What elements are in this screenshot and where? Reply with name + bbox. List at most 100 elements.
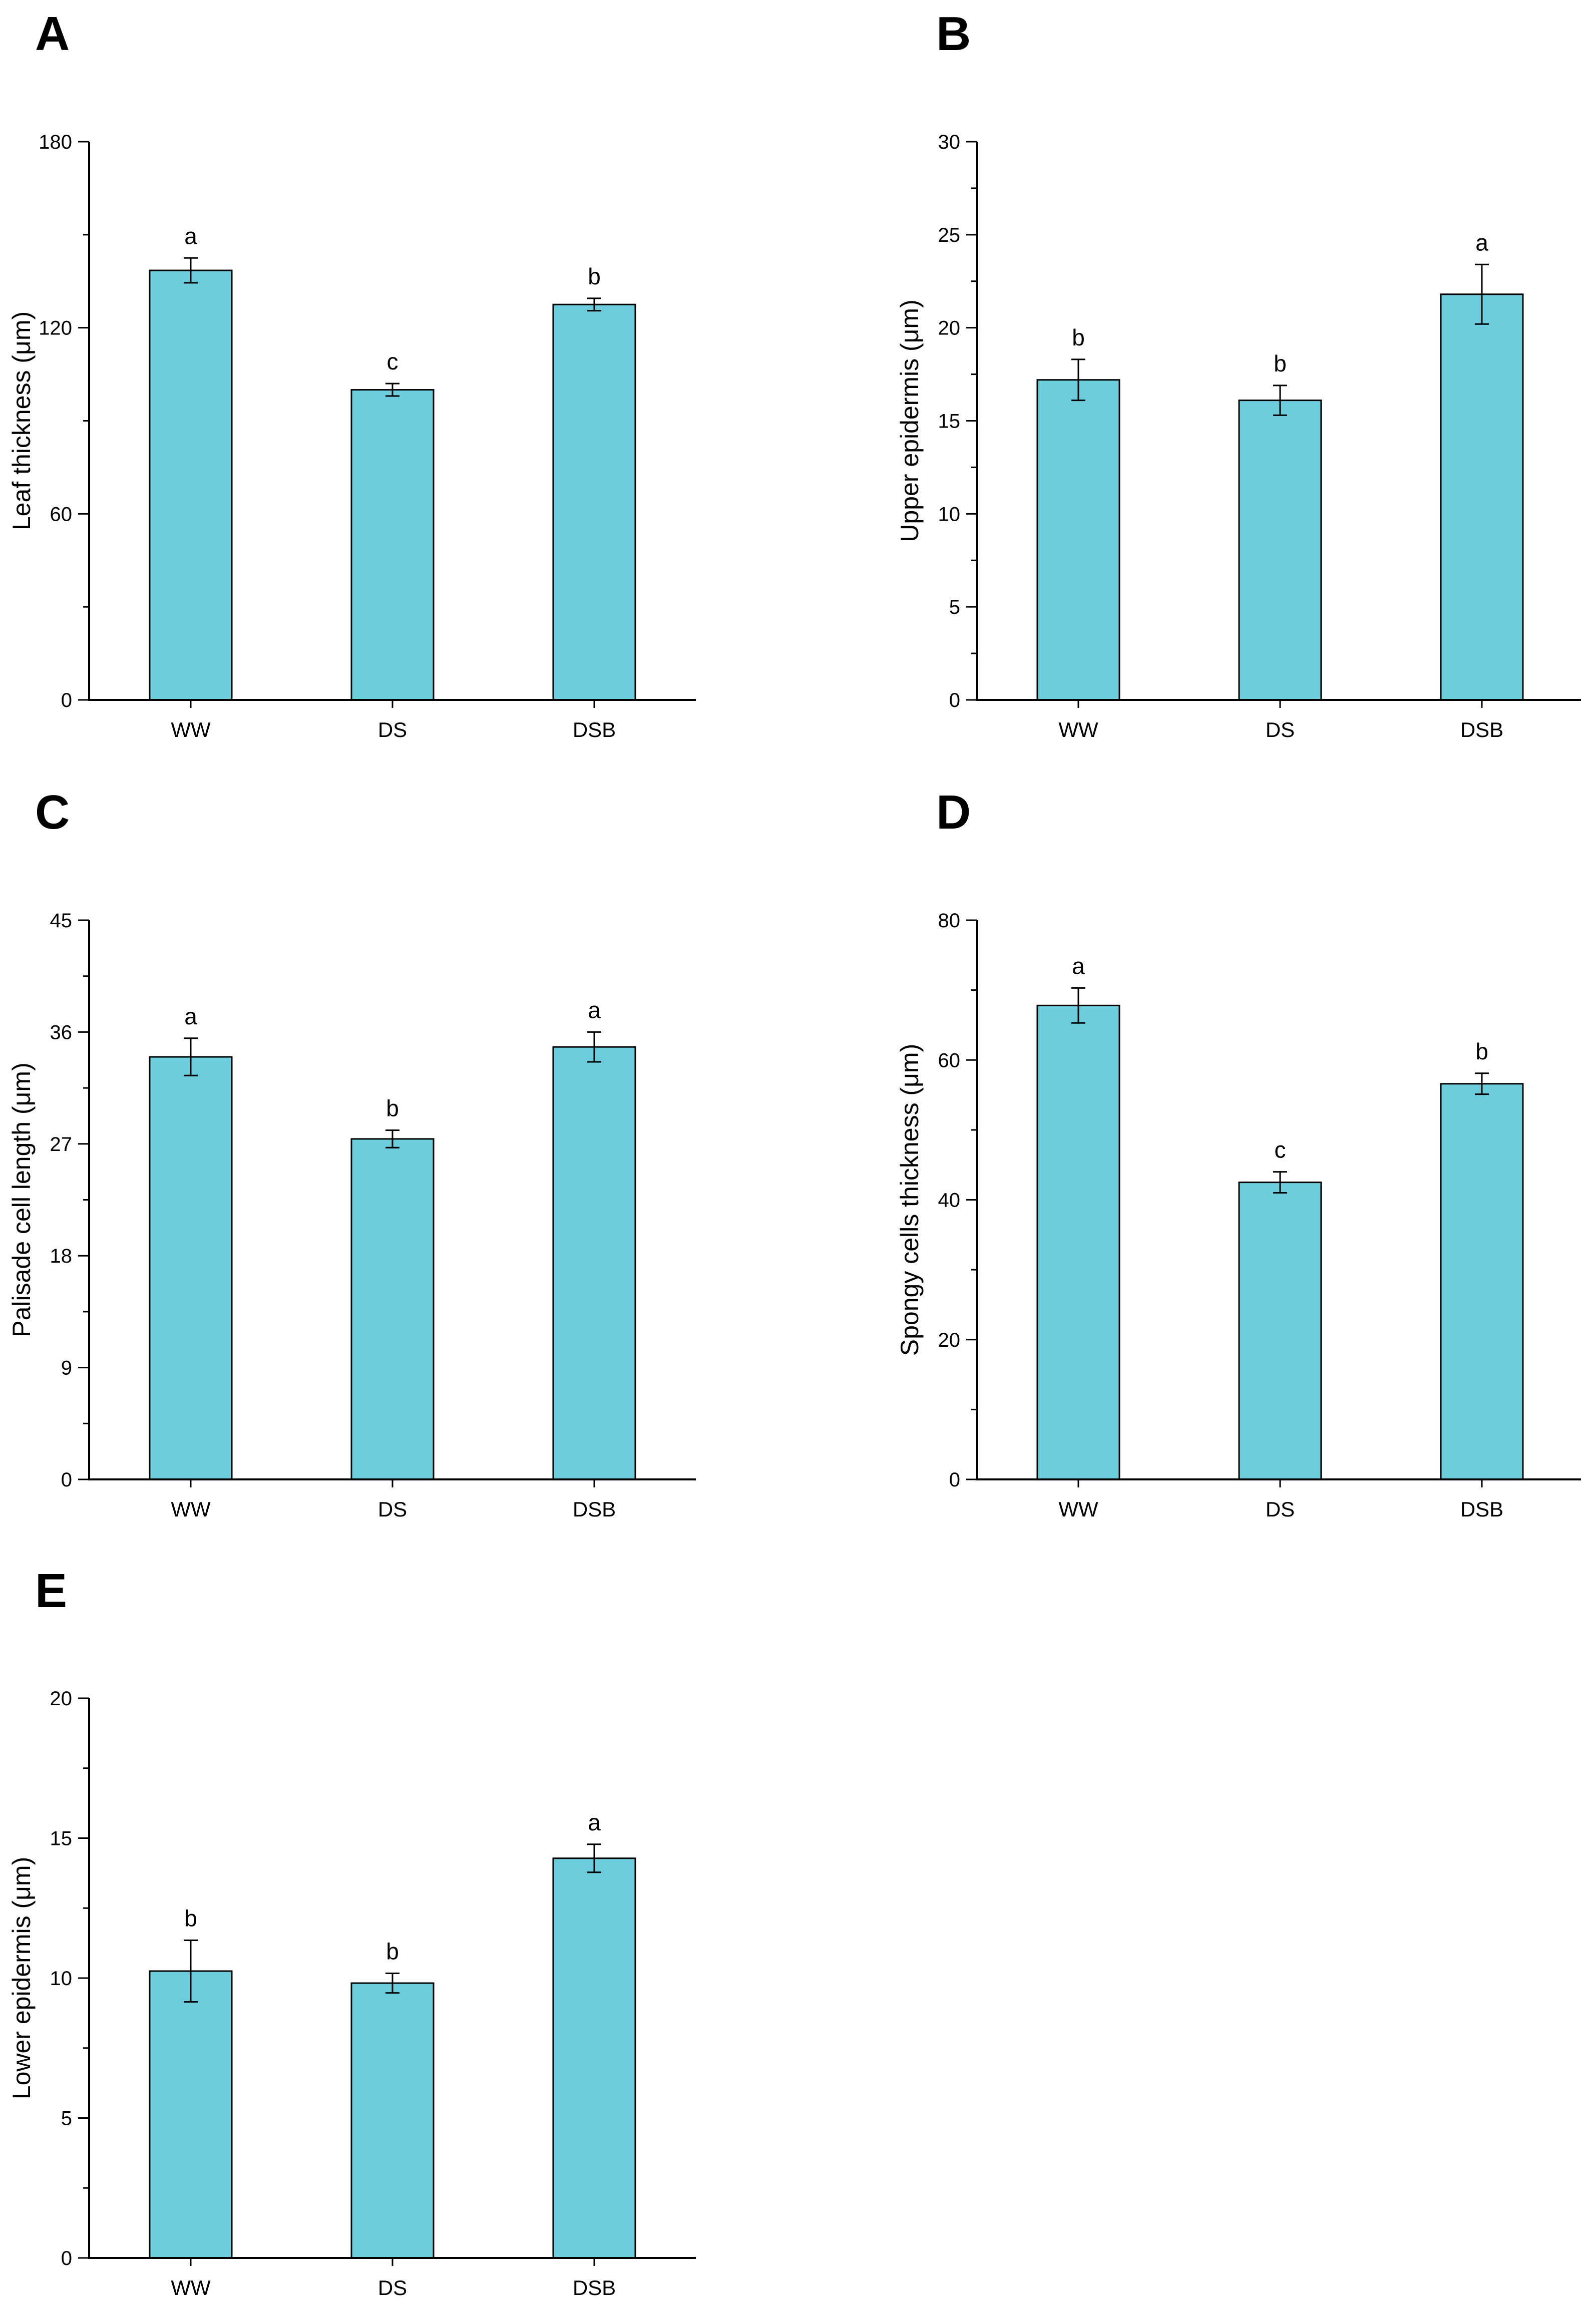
error-bar xyxy=(587,1031,601,1063)
bar xyxy=(149,269,233,701)
significance-label: b xyxy=(184,1905,197,1932)
error-bar xyxy=(184,1037,198,1076)
bar xyxy=(1440,293,1524,701)
error-bar xyxy=(587,1843,601,1873)
error-bar xyxy=(1273,385,1287,416)
y-tick-label: 0 xyxy=(949,689,960,711)
x-tick-label: WW xyxy=(171,1497,211,1521)
y-tick-label: 9 xyxy=(61,1357,72,1379)
y-axis-title: Palisade cell length (μm) xyxy=(8,1062,36,1337)
error-bar xyxy=(385,382,400,397)
significance-label: c xyxy=(387,348,398,374)
error-bar xyxy=(385,1129,400,1148)
y-tick-label: 36 xyxy=(50,1021,73,1043)
y-tick-label: 0 xyxy=(949,1469,960,1491)
significance-label: b xyxy=(1072,324,1085,350)
x-tick-label: DS xyxy=(378,718,407,741)
bar xyxy=(1036,1004,1120,1480)
error-bar xyxy=(1475,1072,1489,1095)
y-tick-label: 60 xyxy=(50,503,73,525)
significance-label: b xyxy=(1274,350,1287,376)
significance-label: b xyxy=(386,1095,399,1121)
error-bar xyxy=(184,257,198,284)
error-bar xyxy=(385,1972,400,1994)
x-tick-label: WW xyxy=(1058,718,1098,741)
y-axis-title: Lower epidermis (μm) xyxy=(8,1857,36,2099)
bar xyxy=(1238,1182,1322,1480)
error-bar xyxy=(587,297,601,312)
y-axis-title: Leaf thickness (μm) xyxy=(8,311,36,530)
x-tick-label: WW xyxy=(171,2276,211,2299)
x-tick-label: DS xyxy=(378,2276,407,2299)
significance-label: b xyxy=(1475,1038,1488,1064)
y-tick-label: 25 xyxy=(938,224,961,246)
error-bar xyxy=(1071,987,1085,1024)
significance-label: a xyxy=(184,1003,197,1029)
y-tick-label: 0 xyxy=(61,2247,72,2269)
y-tick-label: 18 xyxy=(50,1245,73,1267)
y-tick-label: 5 xyxy=(61,2108,72,2130)
y-tick-label: 10 xyxy=(50,1968,73,1990)
panel-letter: D xyxy=(936,786,971,839)
x-tick-label: DSB xyxy=(573,2276,616,2299)
y-tick-label: 80 xyxy=(938,910,961,932)
significance-label: b xyxy=(588,263,601,289)
significance-label: a xyxy=(184,223,197,249)
x-tick-label: DSB xyxy=(573,1497,616,1521)
bar xyxy=(1036,379,1120,701)
x-tick-label: WW xyxy=(171,718,211,741)
chart-panel-b: Bb b a 0 5 10 15 20 25 30 WW DS DSB Upper epidermis (… xyxy=(896,7,1581,741)
y-tick-label: 0 xyxy=(61,1469,72,1491)
bar xyxy=(350,389,435,701)
panel-letter: C xyxy=(35,786,70,839)
x-tick-label: DSB xyxy=(573,718,616,741)
bar xyxy=(350,1982,435,2259)
y-axis-title: Upper epidermis (μm) xyxy=(896,299,924,542)
x-tick-label: DS xyxy=(1266,718,1295,741)
chart-panel-c: Ca b a 0 9 18 27 36 45 WW DS DSB Palisade cell lengt… xyxy=(8,786,696,1521)
bar xyxy=(1238,400,1322,701)
x-tick-label: DSB xyxy=(1460,718,1503,741)
significance-label: a xyxy=(588,1809,601,1835)
y-tick-label: 15 xyxy=(938,411,961,433)
y-tick-label: 30 xyxy=(938,131,961,153)
chart-panel-d: Da c b 0 20 40 60 80 WW DS DSB Spongy cells thickne… xyxy=(896,786,1581,1521)
x-tick-label: DS xyxy=(378,1497,407,1521)
error-bar xyxy=(1273,1171,1287,1194)
y-tick-label: 120 xyxy=(39,317,72,339)
bar xyxy=(552,1857,636,2259)
error-bar xyxy=(1475,263,1489,325)
y-tick-label: 180 xyxy=(39,131,72,153)
y-tick-label: 10 xyxy=(938,503,961,525)
y-tick-label: 45 xyxy=(50,910,73,932)
significance-label: b xyxy=(386,1938,399,1964)
bar xyxy=(552,1046,636,1480)
x-tick-label: DSB xyxy=(1460,1497,1503,1521)
x-tick-label: WW xyxy=(1058,1497,1098,1521)
y-tick-label: 27 xyxy=(50,1133,73,1156)
panel-letter: A xyxy=(35,7,70,61)
error-bar xyxy=(1071,358,1085,402)
bar xyxy=(350,1138,435,1480)
significance-label: a xyxy=(588,997,601,1023)
y-tick-label: 20 xyxy=(938,1329,961,1351)
chart-panel-a: Aa c b 0 60 120 180 WW DS DSB Leaf thickness (μm) xyxy=(8,7,696,741)
y-tick-label: 20 xyxy=(50,1688,73,1710)
panel-letter: B xyxy=(936,7,971,61)
y-tick-label: 40 xyxy=(938,1190,961,1212)
bar xyxy=(1440,1083,1524,1480)
y-tick-label: 0 xyxy=(61,689,72,711)
y-tick-label: 60 xyxy=(938,1049,961,1071)
chart-panel-e: Eb b a 0 5 10 15 20 WW DS DSB Lower epidermis (μm) xyxy=(8,1564,696,2299)
bar xyxy=(149,1970,233,2259)
y-axis-title: Spongy cells thickness (μm) xyxy=(896,1044,924,1356)
x-tick-label: DS xyxy=(1266,1497,1295,1521)
y-tick-label: 5 xyxy=(949,596,960,618)
significance-label: c xyxy=(1275,1137,1286,1163)
panel-letter: E xyxy=(35,1564,67,1618)
bar xyxy=(149,1056,233,1480)
bar xyxy=(552,303,636,701)
significance-label: a xyxy=(1475,229,1488,255)
y-tick-label: 20 xyxy=(938,317,961,339)
